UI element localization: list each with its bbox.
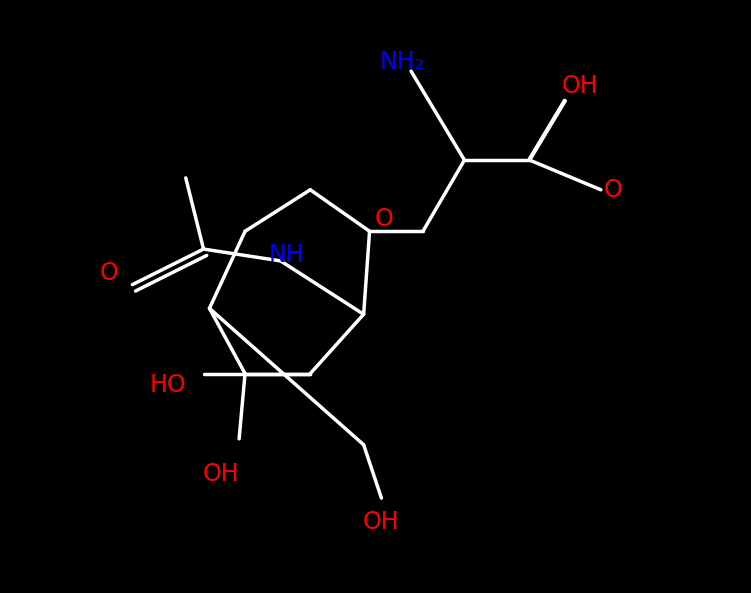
Text: NH₂: NH₂ — [379, 50, 425, 74]
Text: O: O — [603, 178, 622, 202]
Text: OH: OH — [562, 74, 599, 98]
Text: O: O — [375, 208, 394, 231]
Text: HO: HO — [149, 374, 186, 397]
Text: OH: OH — [203, 463, 240, 486]
Text: NH: NH — [269, 243, 304, 267]
Text: O: O — [99, 261, 118, 285]
Text: OH: OH — [363, 510, 400, 534]
